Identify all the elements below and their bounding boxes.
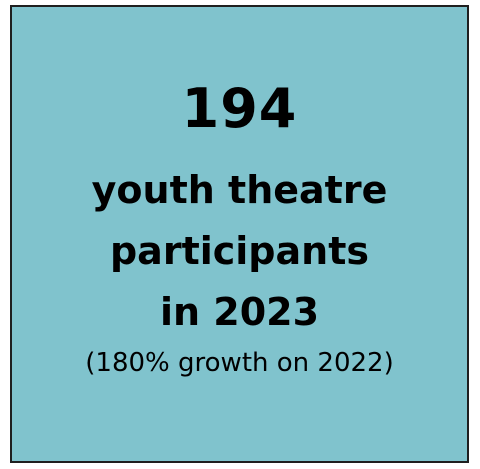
participant-count: 194 xyxy=(181,77,298,140)
headline-line-1: youth theatre xyxy=(91,168,388,212)
headline-line-3: in 2023 xyxy=(159,290,320,334)
headline-line-2: participants xyxy=(109,229,369,273)
stat-card: 194 youth theatre participants in 2023 (… xyxy=(10,5,469,463)
growth-note: (180% growth on 2022) xyxy=(85,348,394,378)
